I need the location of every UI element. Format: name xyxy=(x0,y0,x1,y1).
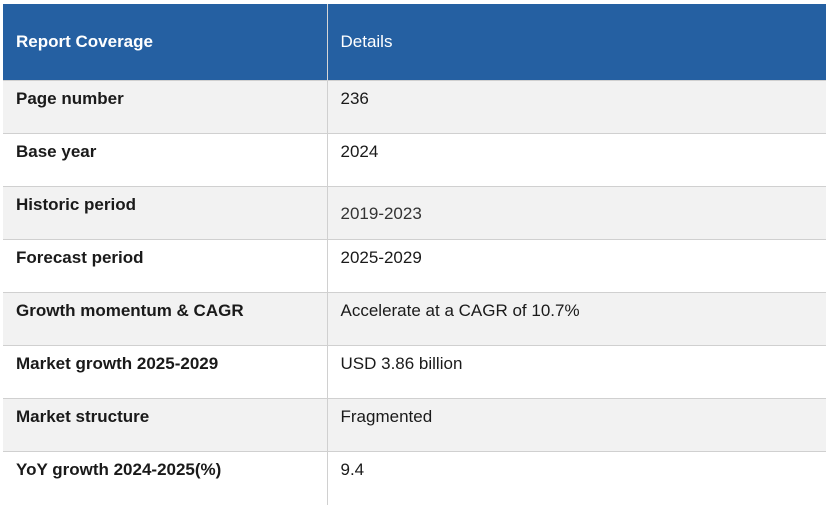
row-value: 2024 xyxy=(327,133,826,187)
table-body: Page number 236 Base year 2024 Historic … xyxy=(3,80,826,505)
row-value: 2019-2023 xyxy=(327,186,826,240)
column-header-report-coverage: Report Coverage xyxy=(3,4,328,81)
table-header-row: Report Coverage Details xyxy=(3,4,826,81)
row-label: YoY growth 2024-2025(%) xyxy=(3,451,328,505)
row-label: Historic period xyxy=(3,186,328,240)
row-value: 2025-2029 xyxy=(327,239,826,293)
table-header: Report Coverage Details xyxy=(3,4,826,81)
table-row-market-structure: Market structure Fragmented xyxy=(3,398,826,452)
row-label: Growth momentum & CAGR xyxy=(3,292,328,346)
table-row-growth-momentum: Growth momentum & CAGR Accelerate at a C… xyxy=(3,292,826,346)
table-row-base-year: Base year 2024 xyxy=(3,133,826,187)
row-value: Accelerate at a CAGR of 10.7% xyxy=(327,292,826,346)
row-label: Page number xyxy=(3,80,328,134)
row-value: 9.4 xyxy=(327,451,826,505)
row-label: Market structure xyxy=(3,398,328,452)
row-label: Market growth 2025-2029 xyxy=(3,345,328,399)
table-row-historic-period: Historic period 2019-2023 xyxy=(3,186,826,240)
table-row-yoy-growth: YoY growth 2024-2025(%) 9.4 xyxy=(3,451,826,505)
table-row-forecast-period: Forecast period 2025-2029 xyxy=(3,239,826,293)
table-row-page-number: Page number 236 xyxy=(3,80,826,134)
table-row-market-growth: Market growth 2025-2029 USD 3.86 billion xyxy=(3,345,826,399)
row-label: Base year xyxy=(3,133,328,187)
row-value: Fragmented xyxy=(327,398,826,452)
row-value: 236 xyxy=(327,80,826,134)
column-header-details: Details xyxy=(327,4,826,81)
row-value: USD 3.86 billion xyxy=(327,345,826,399)
row-label: Forecast period xyxy=(3,239,328,293)
report-coverage-table: Report Coverage Details Page number 236 … xyxy=(3,4,826,505)
